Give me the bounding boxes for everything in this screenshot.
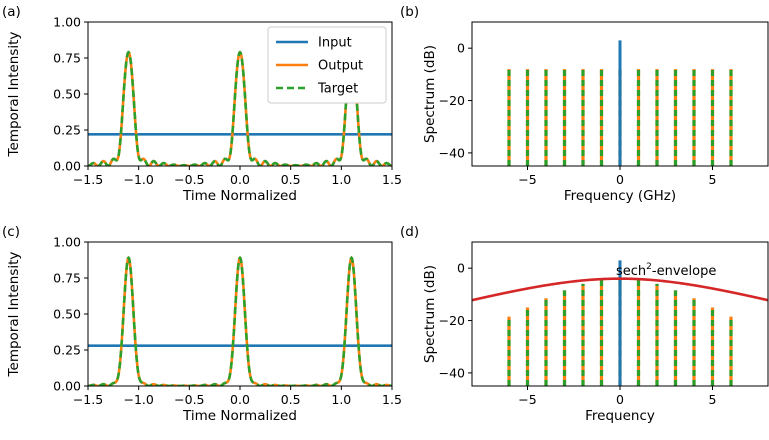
legend-label-output: Output <box>318 59 363 74</box>
panel-a: −1.5 −1.0 −0.5 0.0 0.5 1.0 1.5 0.00 0.25 0.50 0.75… <box>2 4 402 204</box>
panel-label: (a) <box>2 4 21 20</box>
x-tick-label: −5 <box>518 172 536 187</box>
y-tick-label: −40 <box>439 365 465 380</box>
x-axis-label: Time Normalized <box>182 408 297 424</box>
y-tick-label: 0.00 <box>53 379 81 394</box>
x-tick-label: 0 <box>616 172 624 187</box>
y-tick-label: 0 <box>457 41 465 56</box>
plot-area-d <box>472 260 768 386</box>
x-tick-label: −0.5 <box>174 172 204 187</box>
y-tick-label: −20 <box>439 93 465 108</box>
legend-label-input: Input <box>318 36 352 51</box>
y-tick-label: 0.25 <box>53 123 81 138</box>
plot-area-c <box>88 256 392 386</box>
y-axis-label: Spectrum (dB) <box>422 265 438 363</box>
x-tick-label: −1.5 <box>73 172 103 187</box>
panel-c: −1.5 −1.0 −0.5 0.0 0.5 1.0 1.5 0.00 0.25 0.50 0.75… <box>2 224 402 424</box>
y-axis-label: Spectrum (dB) <box>422 45 438 143</box>
x-tick-label: −1.5 <box>73 392 103 407</box>
panel-label: (d) <box>400 224 419 240</box>
y-axis-label: Temporal Intensity <box>6 252 22 378</box>
panel-label: (c) <box>2 224 20 240</box>
panel-b: −5 0 5 0 −20 −40 Frequency (GHz) Spectrum (dB) (… <box>400 4 769 204</box>
x-tick-label: −1.0 <box>123 392 153 407</box>
y-tick-label: 0.50 <box>53 307 81 322</box>
sech2-envelope-curve <box>472 277 768 302</box>
x-tick-label: 1.5 <box>382 172 402 187</box>
plot-area-b <box>507 40 733 166</box>
legend-label-target: Target <box>317 82 358 97</box>
legend: Input Output Target <box>267 26 387 104</box>
x-tick-label: 1.0 <box>331 172 351 187</box>
x-axis-label: Frequency <box>585 408 655 424</box>
legend-frame <box>267 26 387 104</box>
y-tick-label: −20 <box>439 313 465 328</box>
x-axis-label: Frequency (GHz) <box>564 188 676 204</box>
envelope-annotation: sech2-envelope <box>616 262 716 279</box>
y-tick-label: 0.50 <box>53 87 81 102</box>
panel-d: −5 0 5 0 −20 −40 Frequency Spectrum (dB) (d) sech… <box>400 224 769 424</box>
annotation-rest: -envelope <box>652 264 716 279</box>
annotation-superscript: 2 <box>646 262 652 272</box>
series-target-line <box>88 50 392 166</box>
x-tick-label: 0.5 <box>281 392 301 407</box>
x-tick-label: 5 <box>709 172 717 187</box>
y-axis-label: Temporal Intensity <box>6 32 22 158</box>
plot-area-a <box>88 50 392 166</box>
y-tick-label: 0.75 <box>53 51 81 66</box>
x-tick-label: 0.0 <box>230 172 250 187</box>
y-tick-label: 0 <box>457 261 465 276</box>
y-tick-label: 0.00 <box>53 159 81 174</box>
y-tick-label: 0.25 <box>53 343 81 358</box>
x-tick-label: 0.5 <box>281 172 301 187</box>
y-tick-label: 0.75 <box>53 271 81 286</box>
panel-label: (b) <box>400 4 419 20</box>
x-tick-label: −0.5 <box>174 392 204 407</box>
x-tick-label: 0 <box>616 392 624 407</box>
y-tick-label: −40 <box>439 145 465 160</box>
x-axis-label: Time Normalized <box>182 188 297 204</box>
x-tick-label: 1.5 <box>382 392 402 407</box>
x-tick-label: −1.0 <box>123 172 153 187</box>
annotation-base: sech <box>616 264 646 279</box>
x-tick-label: 1.0 <box>331 392 351 407</box>
y-tick-label: 1.00 <box>53 15 81 30</box>
x-tick-label: −5 <box>518 392 536 407</box>
series-target-line <box>88 256 392 386</box>
x-tick-label: 0.0 <box>230 392 250 407</box>
x-tick-label: 5 <box>709 392 717 407</box>
y-tick-label: 1.00 <box>53 235 81 250</box>
